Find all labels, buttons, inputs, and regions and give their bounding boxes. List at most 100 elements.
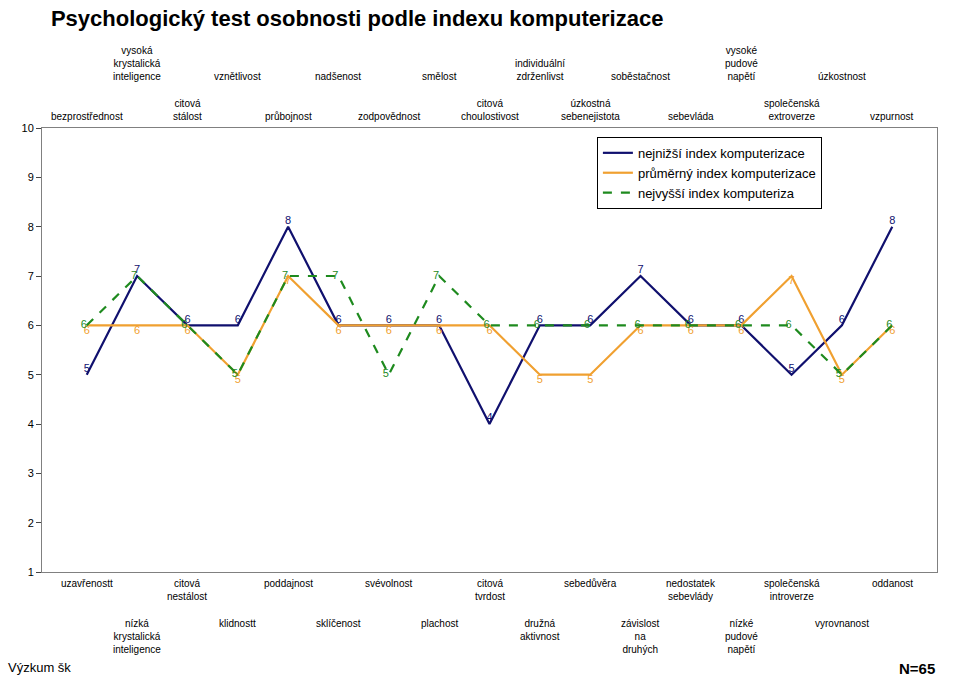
svg-text:společenskáintroverze: společenskáintroverze bbox=[764, 578, 820, 602]
svg-text:6: 6 bbox=[134, 324, 140, 336]
svg-text:6: 6 bbox=[84, 324, 90, 336]
svg-text:6: 6 bbox=[386, 313, 392, 325]
svg-text:6: 6 bbox=[738, 313, 744, 325]
svg-text:nejnižší index komputerizace: nejnižší index komputerizace bbox=[638, 146, 805, 161]
svg-text:6: 6 bbox=[335, 313, 341, 325]
svg-text:nízképudovénapětí: nízképudovénapětí bbox=[725, 618, 758, 655]
svg-text:3: 3 bbox=[28, 467, 34, 479]
svg-text:nejvyšší index komputeriza: nejvyšší index komputeriza bbox=[638, 186, 795, 201]
svg-text:8: 8 bbox=[28, 221, 34, 233]
svg-text:6: 6 bbox=[181, 318, 187, 330]
svg-text:6: 6 bbox=[235, 313, 241, 325]
svg-text:nízkákrystalickáinteligence: nízkákrystalickáinteligence bbox=[113, 618, 161, 655]
svg-text:soběstačnost: soběstačnost bbox=[611, 71, 670, 82]
svg-text:9: 9 bbox=[28, 171, 34, 183]
svg-text:4: 4 bbox=[486, 411, 492, 423]
svg-text:10: 10 bbox=[22, 122, 34, 134]
svg-text:6: 6 bbox=[634, 318, 640, 330]
svg-text:6: 6 bbox=[839, 313, 845, 325]
svg-text:průměrný index komputerizace: průměrný index komputerizace bbox=[638, 166, 816, 181]
svg-text:6: 6 bbox=[587, 313, 593, 325]
svg-text:7: 7 bbox=[285, 274, 291, 286]
svg-text:sklíčenost: sklíčenost bbox=[316, 618, 361, 629]
svg-text:8: 8 bbox=[889, 214, 895, 226]
svg-text:6: 6 bbox=[486, 324, 492, 336]
svg-text:úzkostnásebenejistota: úzkostnásebenejistota bbox=[561, 98, 620, 122]
svg-text:citovátvrdost: citovátvrdost bbox=[475, 578, 505, 602]
svg-text:zodpovědnost: zodpovědnost bbox=[358, 111, 420, 122]
svg-text:nedostateksebevlády: nedostateksebevlády bbox=[666, 578, 716, 602]
svg-text:smělost: smělost bbox=[422, 71, 457, 82]
svg-text:6: 6 bbox=[184, 324, 190, 336]
svg-text:7: 7 bbox=[282, 269, 288, 281]
svg-text:1: 1 bbox=[28, 566, 34, 578]
svg-text:sebedůvěra: sebedůvěra bbox=[564, 578, 617, 589]
svg-text:7: 7 bbox=[131, 269, 137, 281]
svg-text:5: 5 bbox=[839, 373, 845, 385]
svg-text:poddajnost: poddajnost bbox=[264, 578, 313, 589]
svg-text:Výzkum šk: Výzkum šk bbox=[8, 660, 71, 675]
svg-text:úzkostnost: úzkostnost bbox=[818, 71, 866, 82]
svg-text:5: 5 bbox=[383, 367, 389, 379]
svg-text:6: 6 bbox=[81, 318, 87, 330]
svg-text:citováchoulostivost: citováchoulostivost bbox=[461, 98, 519, 122]
svg-text:6: 6 bbox=[738, 324, 744, 336]
svg-text:6: 6 bbox=[584, 318, 590, 330]
svg-text:nadšenost: nadšenost bbox=[315, 71, 361, 82]
svg-text:6: 6 bbox=[436, 324, 442, 336]
svg-text:6: 6 bbox=[889, 324, 895, 336]
svg-text:bezprostřednost: bezprostřednost bbox=[51, 111, 123, 122]
svg-text:6: 6 bbox=[688, 324, 694, 336]
svg-text:vysokákrystalickáinteligence: vysokákrystalickáinteligence bbox=[113, 45, 161, 82]
svg-text:6: 6 bbox=[537, 313, 543, 325]
svg-text:2: 2 bbox=[28, 517, 34, 529]
svg-text:6: 6 bbox=[483, 318, 489, 330]
svg-text:vzpurnost: vzpurnost bbox=[870, 111, 914, 122]
svg-text:8: 8 bbox=[285, 214, 291, 226]
svg-text:7: 7 bbox=[28, 270, 34, 282]
svg-text:družnáaktivnost: družnáaktivnost bbox=[520, 618, 560, 642]
svg-text:6: 6 bbox=[386, 324, 392, 336]
svg-text:citovánestálost: citovánestálost bbox=[167, 578, 207, 602]
svg-text:7: 7 bbox=[134, 263, 140, 275]
svg-text:uzavřenostt: uzavřenostt bbox=[61, 578, 113, 589]
svg-text:5: 5 bbox=[537, 373, 543, 385]
svg-text:6: 6 bbox=[534, 318, 540, 330]
svg-text:6: 6 bbox=[637, 324, 643, 336]
svg-text:závislostnadruhých: závislostnadruhých bbox=[621, 618, 660, 655]
svg-text:5: 5 bbox=[235, 373, 241, 385]
svg-text:5: 5 bbox=[836, 367, 842, 379]
svg-text:6: 6 bbox=[688, 313, 694, 325]
svg-text:oddanost: oddanost bbox=[872, 578, 913, 589]
svg-text:7: 7 bbox=[788, 274, 794, 286]
svg-text:6: 6 bbox=[685, 318, 691, 330]
svg-text:7: 7 bbox=[433, 269, 439, 281]
svg-text:5: 5 bbox=[788, 362, 794, 374]
svg-text:klidnostt: klidnostt bbox=[219, 618, 256, 629]
svg-text:svévolnost: svévolnost bbox=[365, 578, 412, 589]
svg-text:sebevláda: sebevláda bbox=[668, 111, 714, 122]
svg-text:5: 5 bbox=[587, 373, 593, 385]
svg-text:Psychologický test osobnosti p: Psychologický test osobnosti podle index… bbox=[51, 6, 663, 31]
svg-text:společenskáextroverze: společenskáextroverze bbox=[764, 98, 820, 122]
svg-text:4: 4 bbox=[28, 418, 34, 430]
svg-text:6: 6 bbox=[436, 313, 442, 325]
svg-text:7: 7 bbox=[637, 263, 643, 275]
svg-text:citovástálost: citovástálost bbox=[173, 98, 202, 122]
svg-text:6: 6 bbox=[886, 318, 892, 330]
svg-text:vysoképudovénapětí: vysoképudovénapětí bbox=[725, 45, 758, 82]
svg-text:7: 7 bbox=[332, 269, 338, 281]
svg-text:průbojnost: průbojnost bbox=[265, 111, 312, 122]
svg-text:6: 6 bbox=[28, 319, 34, 331]
svg-text:5: 5 bbox=[84, 362, 90, 374]
svg-text:6: 6 bbox=[335, 324, 341, 336]
svg-text:5: 5 bbox=[232, 367, 238, 379]
svg-text:5: 5 bbox=[28, 369, 34, 381]
svg-text:vznětlivost: vznětlivost bbox=[214, 71, 261, 82]
svg-text:N=65: N=65 bbox=[899, 660, 935, 677]
svg-text:6: 6 bbox=[184, 313, 190, 325]
svg-text:vyrovnanost: vyrovnanost bbox=[815, 618, 869, 629]
svg-text:6: 6 bbox=[785, 318, 791, 330]
svg-text:6: 6 bbox=[735, 318, 741, 330]
svg-text:plachost: plachost bbox=[421, 618, 458, 629]
